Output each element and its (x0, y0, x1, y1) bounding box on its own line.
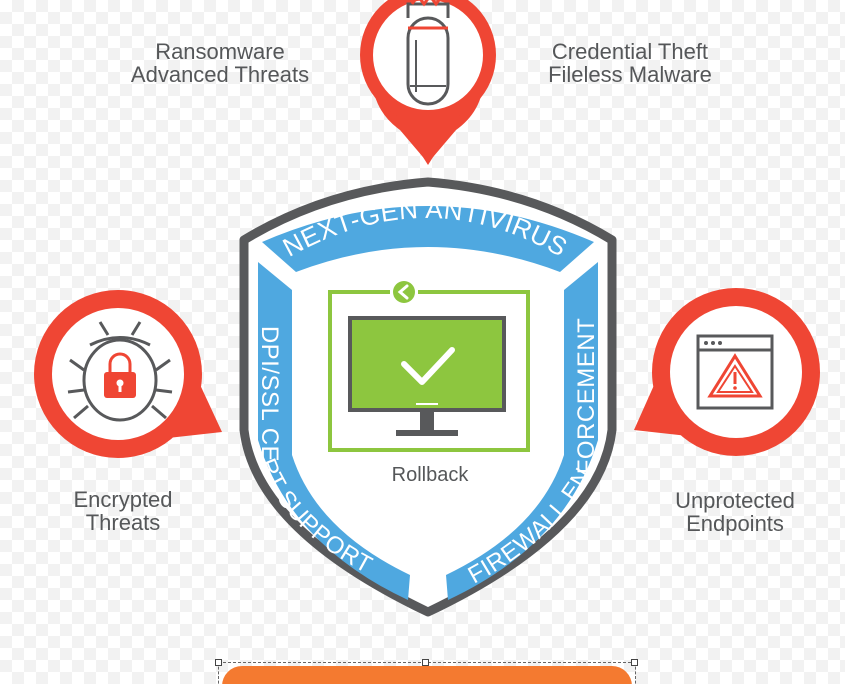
caption-line: Threats (85, 510, 161, 535)
monitor-check-icon (328, 281, 530, 452)
caption-credential-theft: Credential Theft Fileless Malware (520, 40, 740, 86)
bug-lock-icon (67, 321, 173, 422)
browser-warning-icon (696, 334, 774, 410)
caption-encrypted-threats: Encrypted Threats (30, 488, 216, 534)
selection-handle[interactable] (422, 659, 429, 666)
selection-handle[interactable] (631, 659, 638, 666)
band-left (258, 262, 410, 600)
caption-line: Unprotected (675, 488, 795, 513)
caption-line: Ransomware (155, 39, 285, 64)
rollback-label: Rollback (391, 464, 469, 486)
caption-ransomware: Ransomware Advanced Threats (110, 40, 330, 86)
selection-handle[interactable] (215, 659, 222, 666)
caption-line: Endpoints (686, 511, 784, 536)
caption-line: Encrypted (73, 487, 173, 512)
band-right (446, 262, 598, 600)
bottom-orange-button[interactable] (222, 666, 632, 684)
band-top (262, 206, 594, 272)
caption-line: Fileless Malware (548, 62, 712, 87)
caption-unprotected-endpoints: Unprotected Endpoints (640, 489, 830, 535)
caption-line: Credential Theft (551, 39, 709, 64)
caption-line: Advanced Threats (130, 62, 310, 87)
bomb-icon (406, 0, 450, 106)
